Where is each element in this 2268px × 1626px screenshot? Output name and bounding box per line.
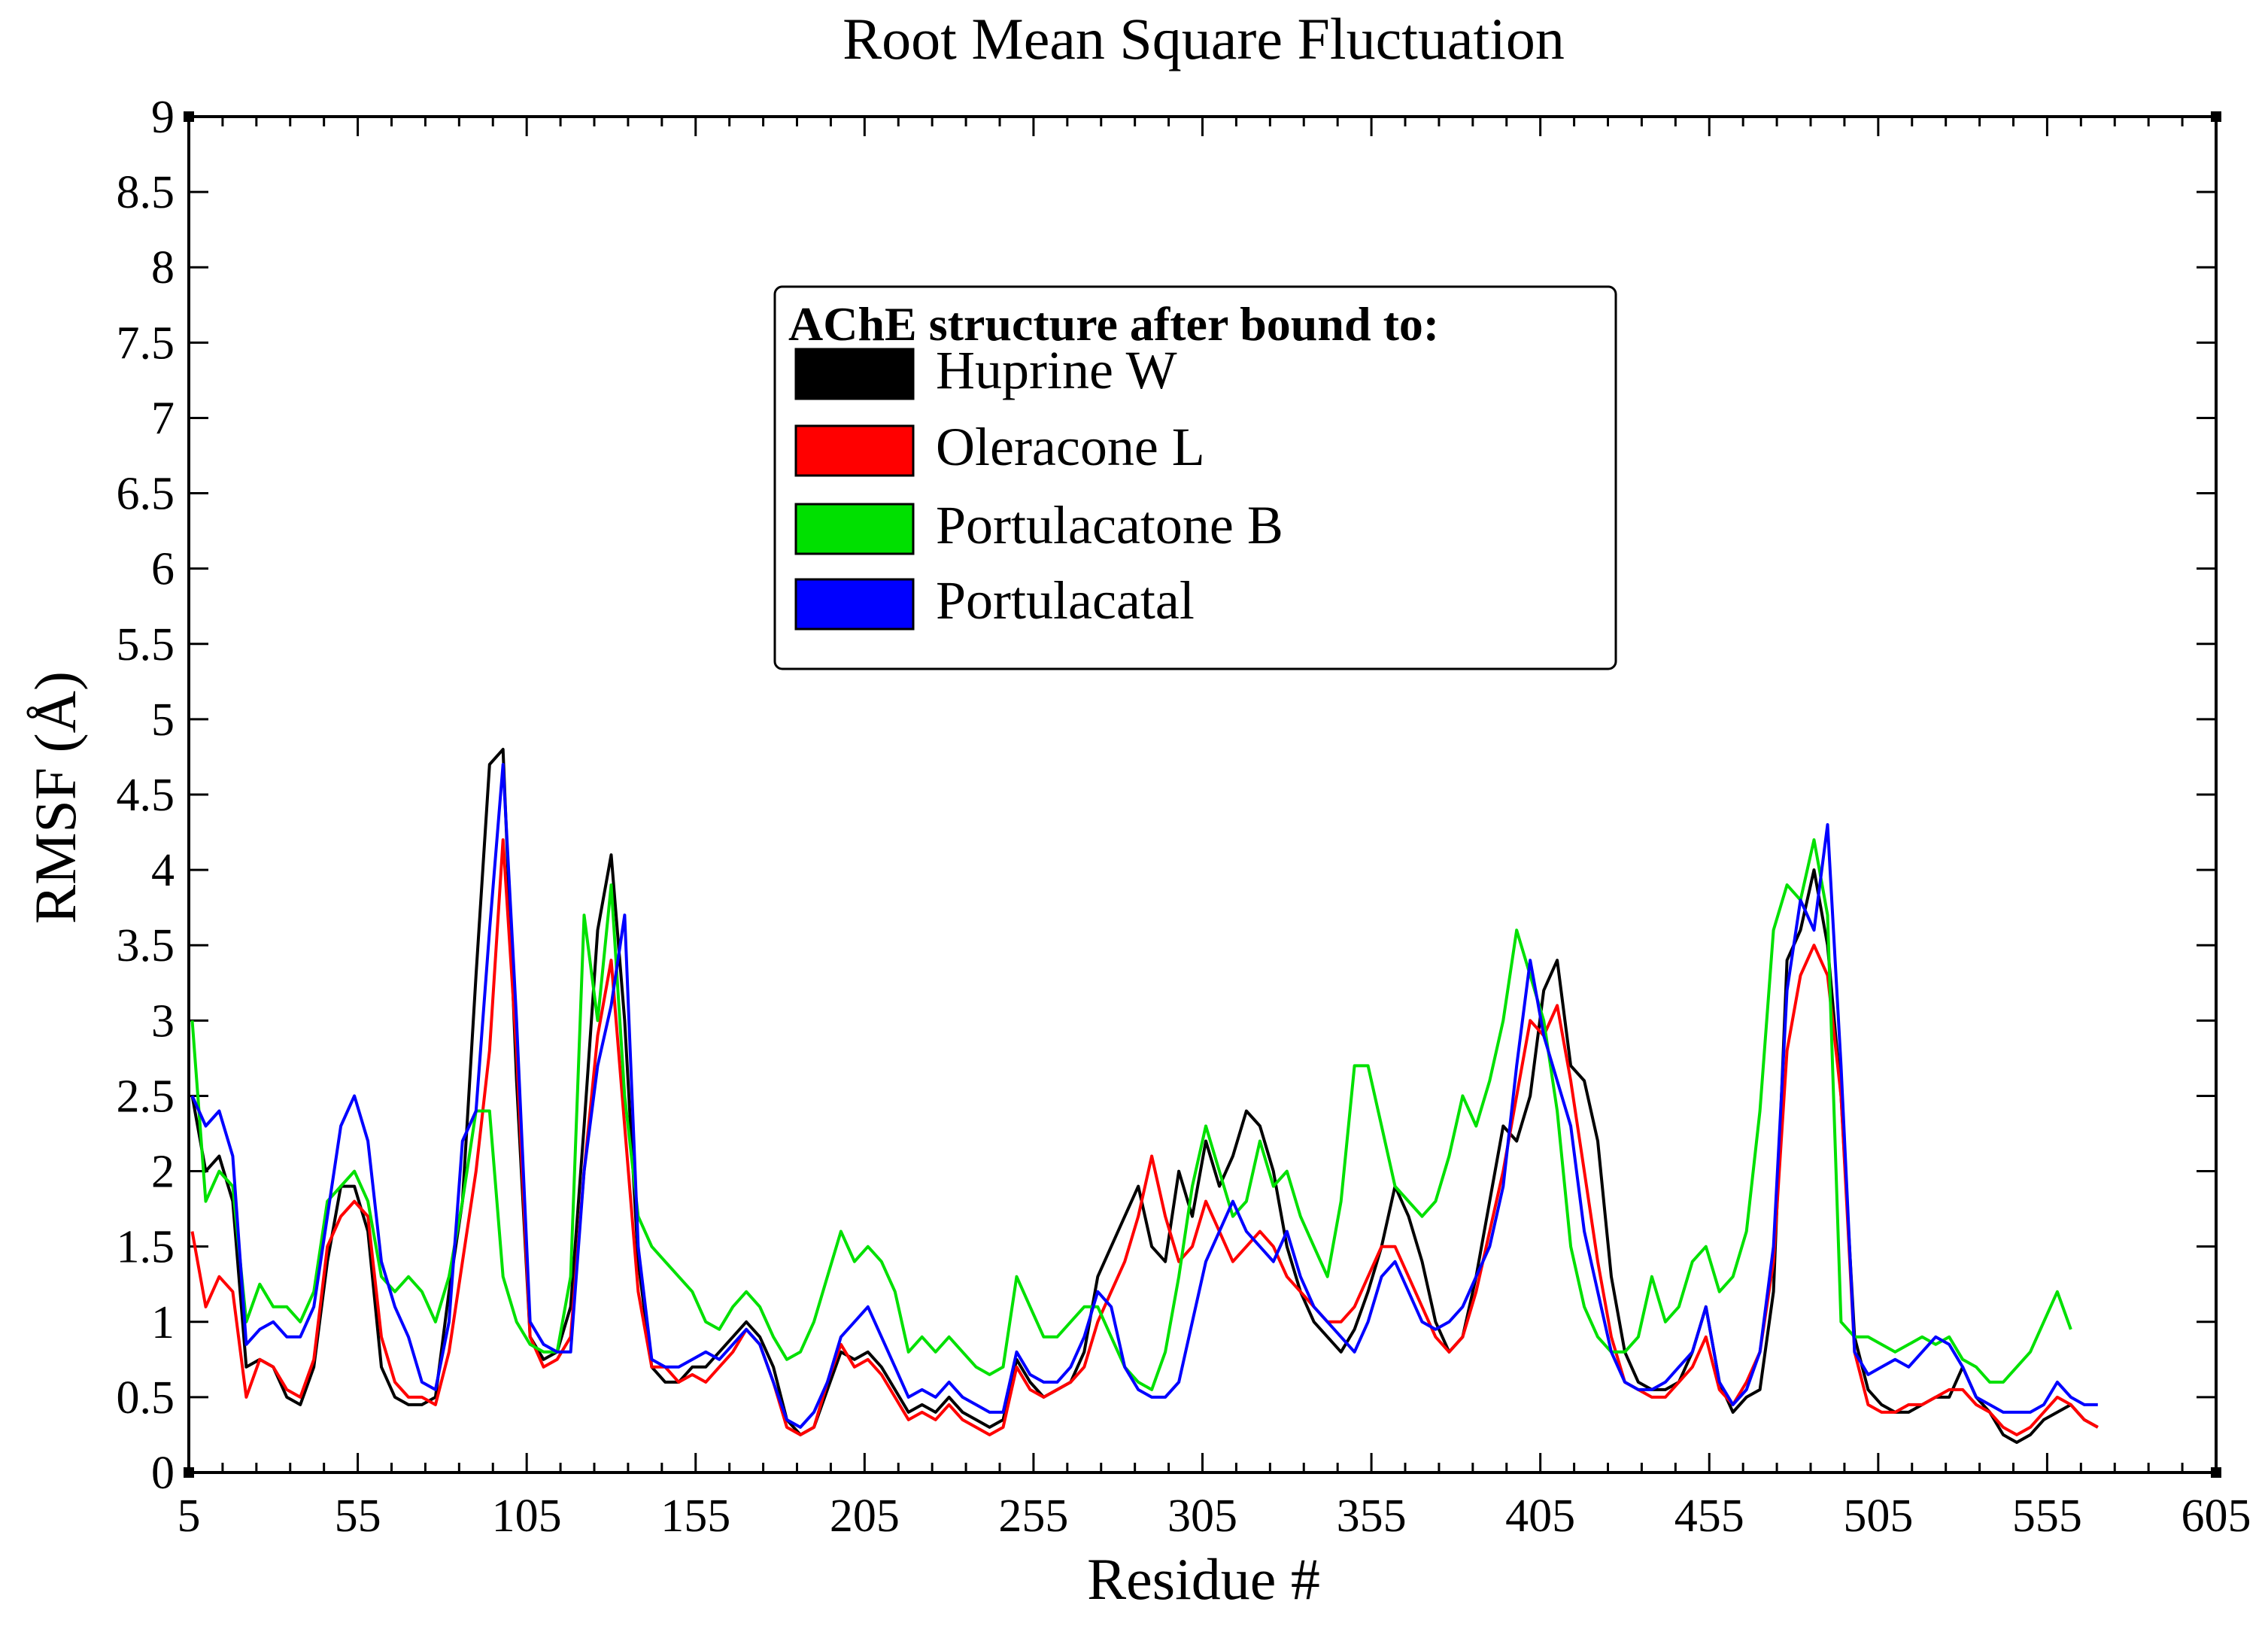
y-tick-labels: 0 0.5 1 1.5 2 2.5 3 3.5 4 4.5 5 5.5 6 6.5 7 7.5 8 8.5 9 [117, 92, 175, 1499]
legend-label-portulacatal: Portulacatal [936, 570, 1195, 631]
y-tick-label: 5 [151, 694, 175, 746]
x-axis-label: Residue # [1087, 1546, 1320, 1612]
x-tick-label: 555 [2012, 1491, 2082, 1542]
y-tick-label: 0.5 [117, 1372, 175, 1424]
series-line-oleracone-l [190, 838, 2099, 1436]
legend-swatch-portulacatone-b [794, 503, 915, 555]
corner-handle-top-right [2211, 111, 2221, 122]
legend-swatch-huprine-w [794, 348, 915, 400]
series-line-portulacatal [190, 763, 2098, 1429]
series-line-portulacatone-b [190, 838, 2072, 1391]
x-tick-label: 55 [335, 1491, 381, 1542]
y-tick-label: 6 [151, 544, 175, 595]
legend-label-oleracone-l: Oleracone L [936, 417, 1205, 477]
legend-swatch-portulacatal [794, 578, 915, 631]
y-tick-label: 9 [151, 92, 175, 143]
y-tick-label: 7 [151, 393, 175, 444]
y-tick-label: 2 [151, 1147, 175, 1198]
chart-title: Root Mean Square Fluctuation [843, 6, 1565, 71]
corner-handle-top-left [184, 111, 194, 122]
x-tick-labels: 5 55 105 155 205 255 305 355 405 455 505 555 605 [178, 1491, 2251, 1542]
legend-items: Huprine W Oleracone L Portulacatone B Portu… [794, 340, 1283, 631]
y-tick-label: 1 [151, 1297, 175, 1348]
x-tick-label: 605 [2181, 1491, 2251, 1542]
legend-title: AChE structure after bound to: [788, 297, 1439, 351]
legend-box [773, 285, 1617, 670]
series-lines [190, 747, 2099, 1444]
y-tick-label: 4.5 [117, 770, 175, 821]
x-tick-label: 105 [492, 1491, 562, 1542]
legend: AChE structure after bound to: Huprine W… [773, 285, 1617, 670]
y-tick-label: 4 [151, 845, 175, 896]
y-tick-label: 0 [151, 1448, 175, 1499]
y-tick-label: 3.5 [117, 920, 175, 971]
y-tick-label: 5.5 [117, 619, 175, 670]
y-axis-label: RMSF (Å) [23, 671, 88, 924]
x-tick-label: 255 [998, 1491, 1068, 1542]
corner-handle-bottom-left [184, 1467, 194, 1478]
y-tick-label: 8.5 [117, 167, 175, 218]
y-tick-label: 3 [151, 995, 175, 1047]
legend-label-huprine-w: Huprine W [936, 340, 1177, 400]
x-tick-label: 455 [1674, 1491, 1744, 1542]
y-tick-label: 7.5 [117, 318, 175, 369]
plot-frame [187, 115, 2218, 1474]
x-tick-label: 155 [660, 1491, 730, 1542]
y-tick-label: 1.5 [117, 1222, 175, 1273]
x-tick-label: 505 [1843, 1491, 1913, 1542]
x-tick-label: 5 [178, 1491, 201, 1542]
x-tick-label: 405 [1505, 1491, 1575, 1542]
y-tick-label: 2.5 [117, 1071, 175, 1122]
x-tick-label: 355 [1337, 1491, 1407, 1542]
legend-swatch-oleracone-l [794, 424, 915, 477]
legend-label-portulacatone-b: Portulacatone B [936, 495, 1283, 555]
x-tick-label: 305 [1167, 1491, 1237, 1542]
y-tick-label: 8 [151, 242, 175, 293]
corner-handle-bottom-right [2211, 1467, 2221, 1478]
x-tick-label: 205 [830, 1491, 900, 1542]
y-tick-label: 6.5 [117, 469, 175, 520]
